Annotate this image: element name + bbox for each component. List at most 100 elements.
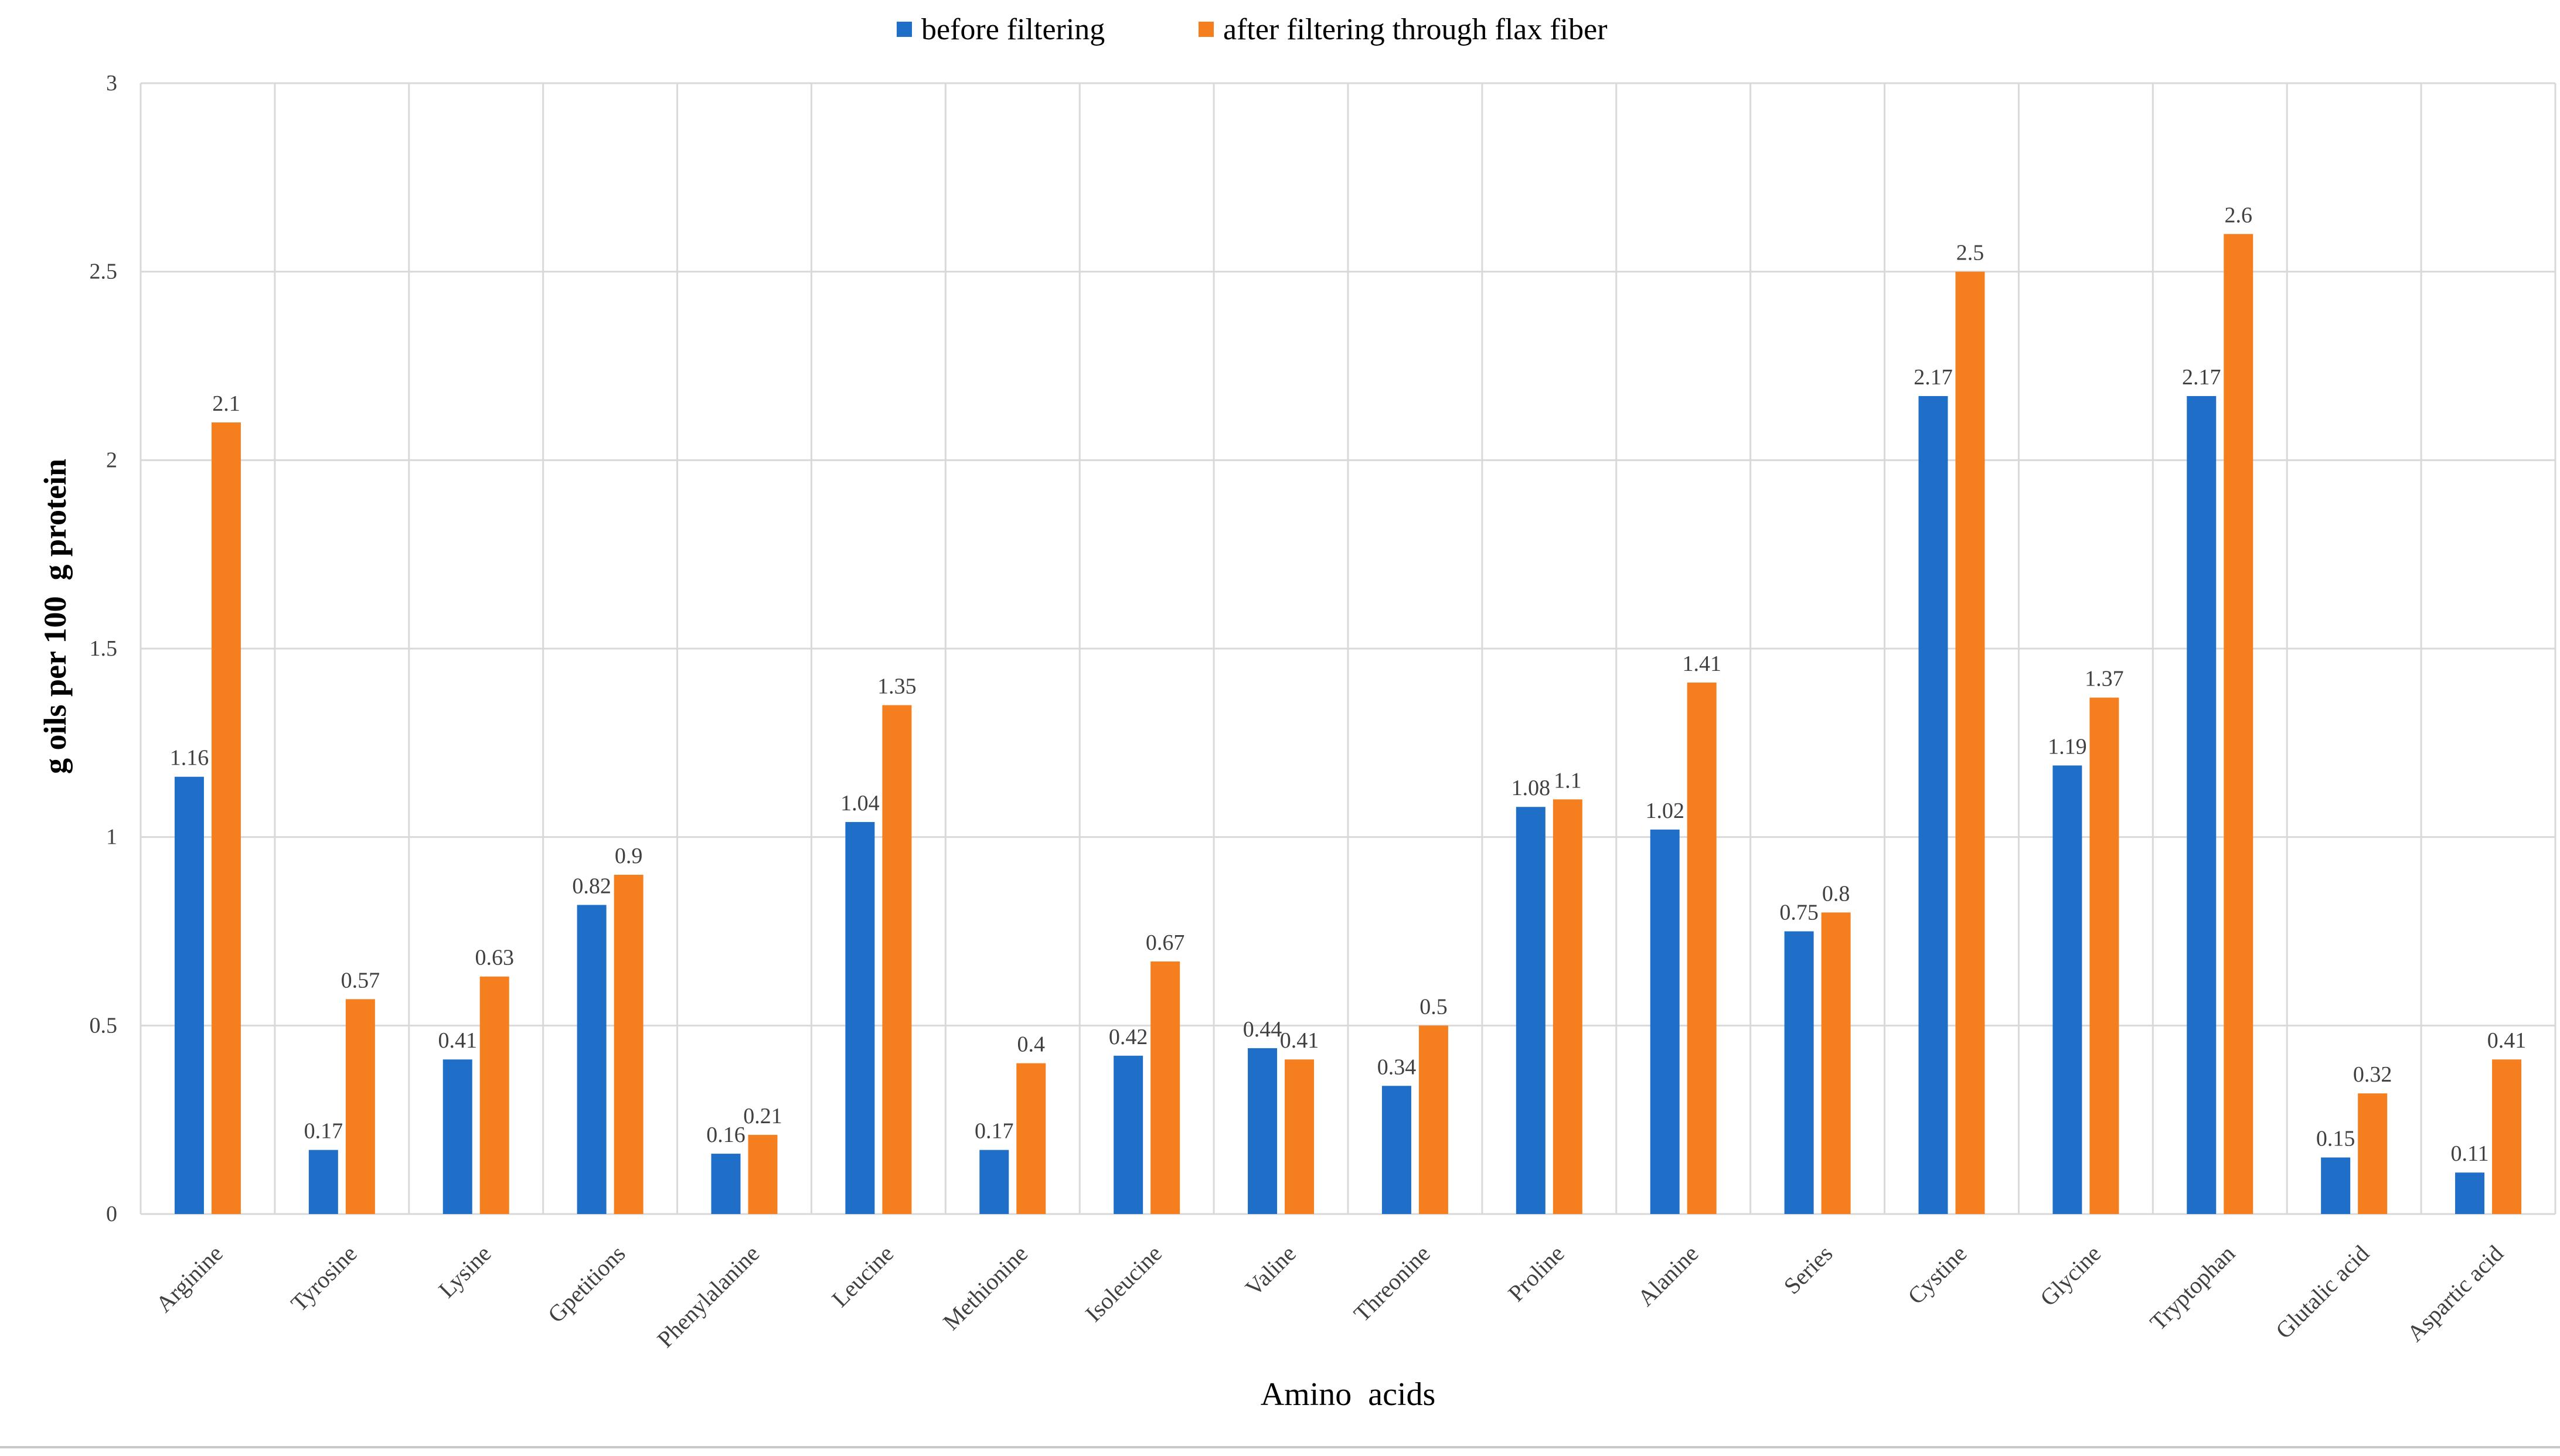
data-label: 0.32	[2353, 1062, 2392, 1087]
bar-before-filtering	[2052, 765, 2082, 1214]
data-label: 1.1	[1554, 768, 1582, 793]
bars	[174, 234, 2522, 1215]
x-tick-label: Alanine	[1632, 1240, 1703, 1311]
data-label: 0.44	[1243, 1017, 1282, 1042]
data-label: 0.17	[975, 1119, 1014, 1144]
data-label: 1.08	[1512, 776, 1551, 800]
x-tick-label: Cystine	[1902, 1240, 1972, 1310]
x-tick-label: Arginine	[151, 1240, 228, 1318]
bar-before-filtering	[1918, 395, 1948, 1214]
y-axis-ticks: 0 0.5 1 1.5 2 2.5 3	[90, 71, 118, 1226]
bar-after-filtering	[2089, 697, 2119, 1214]
bar-before-filtering	[711, 1154, 741, 1214]
legend-label-before: before filtering	[921, 13, 1105, 46]
bar-before-filtering	[1114, 1055, 1143, 1214]
y-tick-label: 1.5	[90, 636, 118, 661]
data-label: 0.42	[1109, 1025, 1148, 1049]
legend-swatch-after	[1199, 22, 1214, 37]
data-label: 0.8	[1822, 881, 1850, 906]
x-axis-ticks: Arginine Tyrosine Lysine Gpetitions Phenylal…	[151, 1240, 2508, 1353]
bar-after-filtering	[1821, 912, 1851, 1214]
x-tick-label: Phenylalanine	[652, 1240, 764, 1353]
data-label: 1.04	[840, 791, 880, 816]
data-label: 0.4	[1017, 1032, 1046, 1057]
bar-after-filtering	[1150, 961, 1180, 1214]
legend-label-after: after filtering through flax fiber	[1223, 13, 1608, 46]
data-label: 2.1	[212, 391, 240, 416]
bar-after-filtering	[211, 422, 241, 1214]
x-tick-label: Threonine	[1349, 1240, 1435, 1327]
x-tick-label: Tryptophan	[2144, 1240, 2240, 1336]
bar-before-filtering	[308, 1150, 338, 1214]
data-label: 0.5	[1419, 994, 1448, 1019]
data-label: 0.63	[475, 946, 514, 970]
bar-after-filtering	[2358, 1093, 2388, 1214]
data-label: 1.41	[1682, 652, 1721, 676]
bar-before-filtering	[845, 821, 875, 1214]
bar-after-filtering	[2492, 1059, 2522, 1214]
x-tick-label: Series	[1779, 1240, 1838, 1300]
bar-before-filtering	[2321, 1157, 2351, 1214]
data-label: 1.19	[2048, 734, 2087, 759]
bar-before-filtering	[1516, 807, 1545, 1214]
data-label: 0.41	[438, 1028, 477, 1053]
x-tick-label: Leucine	[826, 1240, 898, 1312]
data-label: 2.17	[2182, 365, 2221, 390]
data-label: 1.37	[2085, 667, 2124, 691]
bar-after-filtering	[345, 999, 375, 1214]
bar-before-filtering	[2455, 1172, 2485, 1214]
x-tick-label: Methionine	[938, 1240, 1033, 1335]
data-label: 0.41	[2487, 1028, 2527, 1053]
data-label: 0.67	[1146, 930, 1185, 955]
x-tick-label: Tyrosine	[285, 1240, 362, 1317]
bar-after-filtering	[1553, 799, 1582, 1214]
x-tick-label: Proline	[1503, 1240, 1570, 1307]
bar-before-filtering	[1381, 1086, 1411, 1214]
data-labels: 1.16 2.1 0.17 0.57 0.41 0.63 0.820.9 0.160.21 1.…	[170, 203, 2527, 1166]
data-label: 0.16	[706, 1123, 745, 1147]
x-tick-label: Aspartic acid	[2402, 1240, 2508, 1347]
x-tick-label: Isoleucine	[1080, 1240, 1167, 1327]
data-label: 1.16	[170, 746, 209, 770]
y-axis-title: g oils per 100 g protein	[38, 459, 73, 774]
bar-after-filtering	[882, 705, 912, 1214]
bar-before-filtering	[1248, 1048, 1278, 1214]
legend: before filtering after filtering through …	[897, 13, 1608, 46]
x-tick-label: Gpetitions	[543, 1240, 631, 1328]
x-tick-label: Glycine	[2035, 1240, 2106, 1311]
y-tick-label: 0	[106, 1202, 117, 1226]
bar-before-filtering	[1650, 829, 1680, 1214]
x-axis-title: Amino acids	[1261, 1376, 1436, 1413]
data-label: 0.11	[2451, 1141, 2489, 1166]
bar-after-filtering	[614, 875, 644, 1214]
y-tick-label: 3	[106, 71, 117, 96]
y-tick-label: 0.5	[90, 1013, 118, 1038]
data-label: 0.41	[1280, 1028, 1319, 1053]
y-tick-label: 1	[106, 825, 117, 850]
data-label: 2.6	[2225, 203, 2253, 227]
bar-after-filtering	[748, 1134, 778, 1214]
bar-after-filtering	[2224, 234, 2253, 1214]
x-tick-label: Lysine	[433, 1240, 496, 1303]
data-label: 0.9	[615, 844, 643, 868]
bar-before-filtering	[2187, 395, 2217, 1214]
data-label: 0.21	[743, 1104, 782, 1128]
bar-before-filtering	[1784, 931, 1814, 1214]
bar-after-filtering	[479, 976, 509, 1214]
data-label: 0.15	[2316, 1127, 2355, 1151]
bar-before-filtering	[577, 905, 607, 1214]
bar-before-filtering	[442, 1059, 472, 1214]
data-label: 0.17	[304, 1119, 343, 1144]
data-label: 0.34	[1377, 1055, 1417, 1079]
bar-after-filtering	[1955, 271, 1985, 1215]
bar-after-filtering	[1016, 1063, 1046, 1214]
y-tick-label: 2.5	[90, 260, 118, 284]
bar-after-filtering	[1285, 1059, 1315, 1214]
data-label: 1.35	[877, 674, 917, 699]
bar-before-filtering	[979, 1150, 1009, 1214]
data-label: 1.02	[1645, 799, 1684, 823]
x-tick-label: Glutalic acid	[2270, 1240, 2374, 1344]
y-tick-label: 2	[106, 448, 117, 472]
x-tick-label: Valine	[1240, 1240, 1301, 1301]
